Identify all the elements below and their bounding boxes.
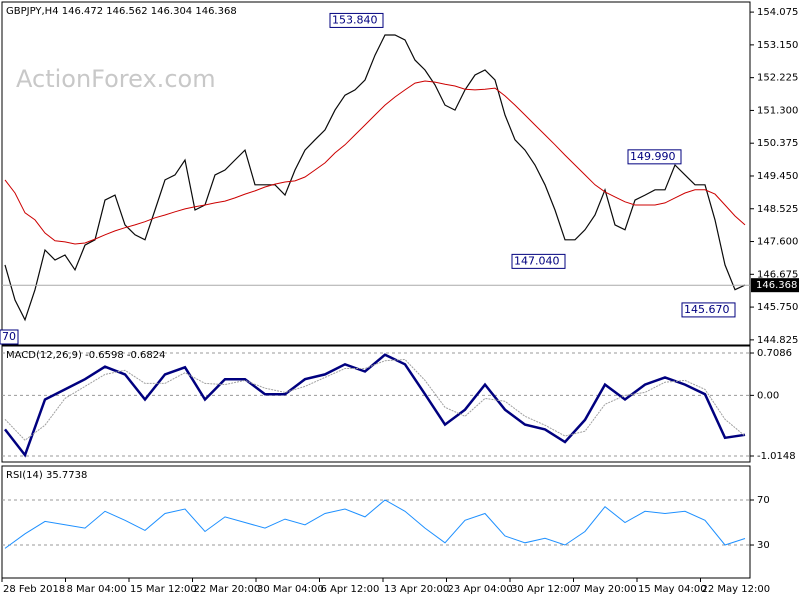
y-tick-label: 147.600 <box>757 237 798 248</box>
panel-frame <box>1 345 751 463</box>
y-tick-label: 148.525 <box>757 204 798 215</box>
y-tick-label: 153.150 <box>757 40 798 51</box>
x-tick-label: 7 May 20:00 <box>575 584 637 595</box>
y-tick-label: -1.0148 <box>757 451 796 462</box>
y-tick-label: 154.075 <box>757 7 798 18</box>
y-tick-label: 149.450 <box>757 171 798 182</box>
x-tick-label: 22 Mar 20:00 <box>194 584 261 595</box>
x-tick-label: 28 Feb 2018 <box>3 584 65 595</box>
last-price-box <box>751 278 799 293</box>
annotation-box <box>681 302 736 318</box>
annotation-label: 153.840 <box>332 13 378 26</box>
y-tick-label: 150.375 <box>757 138 798 149</box>
x-tick-label: 30 Apr 12:00 <box>511 584 576 595</box>
annotation-label: 147.040 <box>514 254 560 267</box>
annotation-box <box>329 12 384 28</box>
panel-frame <box>1 1 751 346</box>
x-tick-label: 8 Mar 04:00 <box>67 584 127 595</box>
y-tick-label: 146.675 <box>757 269 798 280</box>
annotation-label: 70 <box>2 330 16 343</box>
annotation-label: 149.990 <box>630 150 676 163</box>
x-tick-label: 30 Mar 04:00 <box>257 584 324 595</box>
panel-frame <box>1 465 751 579</box>
series-line <box>4 80 746 245</box>
y-tick-label: 145.750 <box>757 302 798 313</box>
panel-title: MACD(12,26,9) -0.6598 -0.6824 <box>6 350 166 361</box>
x-tick-label: 6 Apr 12:00 <box>321 584 380 595</box>
series-line <box>4 499 746 549</box>
series-line <box>4 353 746 458</box>
series-line <box>4 34 746 322</box>
x-tick-label: 15 May 04:00 <box>638 584 707 595</box>
x-tick-label: 22 May 12:00 <box>702 584 771 595</box>
panel-title: RSI(14) 35.7738 <box>6 470 87 481</box>
annotation-box <box>511 253 566 269</box>
annotation-box <box>0 329 19 345</box>
x-tick-label: 13 Apr 20:00 <box>384 584 449 595</box>
annotation-label: 145.670 <box>684 303 730 316</box>
panel-title: GBPJPY,H4 146.472 146.562 146.304 146.36… <box>6 6 237 17</box>
y-tick-label: 152.225 <box>757 73 798 84</box>
series-line <box>4 358 746 441</box>
x-tick-label: 23 Apr 04:00 <box>448 584 513 595</box>
y-tick-label: 30 <box>757 540 770 551</box>
watermark: ActionForex.com <box>16 65 216 93</box>
y-tick-label: 144.825 <box>757 335 798 346</box>
annotation-box <box>627 149 682 165</box>
last-price-label: 146.368 <box>756 280 797 291</box>
x-tick-label: 15 Mar 12:00 <box>130 584 197 595</box>
y-tick-label: 0.7086 <box>757 348 792 359</box>
y-tick-label: 151.300 <box>757 105 798 116</box>
y-tick-label: 0.00 <box>757 390 779 401</box>
y-tick-label: 70 <box>757 495 770 506</box>
